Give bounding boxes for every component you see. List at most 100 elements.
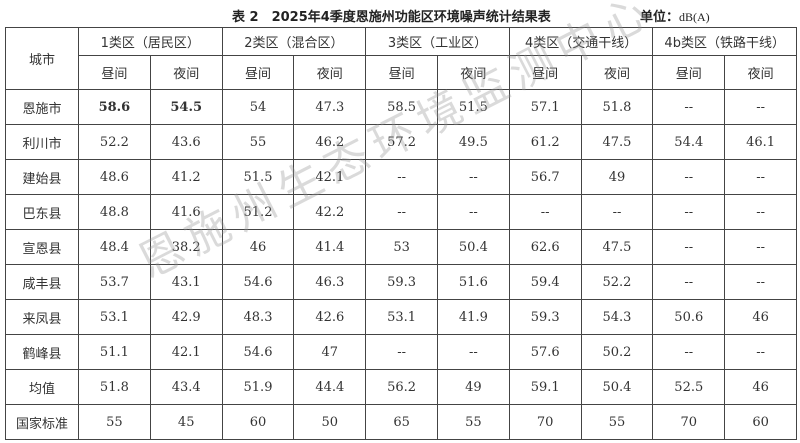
value-cell: 54 — [221, 89, 295, 125]
value-cell: 46 — [724, 299, 797, 335]
header-group-1: 1类区（居民区） — [78, 27, 223, 56]
value-cell: 56.7 — [508, 159, 582, 195]
value-cell: 52.5 — [652, 369, 726, 405]
value-cell: -- — [724, 194, 797, 230]
value-cell: 46.1 — [724, 124, 797, 160]
value-cell: 46.2 — [293, 124, 367, 160]
header-day: 昼间 — [365, 55, 438, 90]
value-cell: 55 — [78, 404, 151, 440]
value-cell: -- — [724, 159, 797, 195]
value-cell: 41.9 — [436, 299, 510, 335]
value-cell: 53.1 — [365, 299, 438, 335]
value-cell: 51.8 — [78, 369, 151, 405]
value-cell: -- — [580, 194, 654, 230]
header-group-4b: 4b类区（铁路干线） — [652, 27, 797, 56]
value-cell: -- — [652, 194, 726, 230]
value-cell: 58.5 — [365, 89, 438, 125]
value-cell: -- — [436, 334, 510, 370]
value-cell: 57.2 — [365, 124, 438, 160]
value-cell: 53.1 — [78, 299, 151, 335]
value-cell: 41.2 — [149, 159, 223, 195]
value-cell: 51.1 — [78, 334, 151, 370]
value-cell: 50.4 — [580, 369, 654, 405]
header-row-periods: 昼间 夜间 昼间 夜间 昼间 夜间 昼间 夜间 昼间 夜间 — [6, 55, 797, 90]
value-cell: 43.4 — [149, 369, 223, 405]
value-cell: -- — [652, 159, 726, 195]
unit-label: 单位： — [640, 10, 680, 25]
header-night: 夜间 — [149, 55, 223, 90]
header-group-3: 3类区（工业区） — [365, 27, 510, 56]
value-cell: 55 — [580, 404, 654, 440]
table-row: 利川市 52.2 43.6 55 46.2 57.2 49.5 61.2 47.5 54.4 46.… — [5, 124, 797, 160]
value-cell: 49 — [436, 369, 510, 405]
unit-value: dB(A) — [679, 10, 710, 24]
value-cell: 56.2 — [365, 369, 438, 405]
city-cell: 来凤县 — [5, 299, 79, 335]
value-cell: 60 — [221, 404, 295, 440]
value-cell: 51.6 — [436, 264, 510, 300]
value-cell: 42.1 — [293, 159, 367, 195]
value-cell: 50.2 — [580, 334, 654, 370]
header-city: 城市 — [5, 27, 79, 90]
value-cell: -- — [436, 194, 510, 230]
value-cell: -- — [652, 89, 726, 125]
city-cell: 恩施市 — [5, 89, 79, 125]
value-cell: 60 — [724, 404, 797, 440]
header-day: 昼间 — [652, 55, 726, 90]
value-cell: -- — [652, 334, 726, 370]
table-row: 鹤峰县 51.1 42.1 54.6 47 -- -- 57.6 50.2 -- -- — [5, 334, 797, 370]
header-night: 夜间 — [580, 55, 654, 90]
value-cell: 42.9 — [149, 299, 223, 335]
value-cell: 62.6 — [508, 229, 582, 265]
city-cell: 利川市 — [5, 124, 79, 160]
value-cell: 54.5 — [149, 89, 223, 125]
value-cell: -- — [724, 229, 797, 265]
value-cell: -- — [724, 264, 797, 300]
value-cell: 58.6 — [78, 89, 151, 125]
header-day: 昼间 — [78, 55, 151, 90]
value-cell: -- — [365, 334, 438, 370]
value-cell: 59.1 — [508, 369, 582, 405]
value-cell: 48.8 — [78, 194, 151, 230]
table-row: 建始县 48.6 41.2 51.5 42.1 -- -- 56.7 49 -- -- — [5, 159, 797, 195]
city-cell: 宣恩县 — [5, 229, 79, 265]
value-cell: -- — [652, 229, 726, 265]
value-cell: 38.2 — [149, 229, 223, 265]
value-cell: -- — [365, 194, 438, 230]
value-cell: 65 — [365, 404, 438, 440]
table-row: 来凤县 53.1 42.9 48.3 42.6 53.1 41.9 59.3 54.3 50.6 4… — [5, 299, 797, 335]
table-row: 宣恩县 48.4 38.2 46 41.4 53 50.4 62.6 47.5 -- -- — [5, 229, 797, 265]
value-cell: -- — [365, 159, 438, 195]
value-cell: -- — [652, 264, 726, 300]
value-cell: 48.3 — [221, 299, 295, 335]
value-cell: 59.3 — [365, 264, 438, 300]
value-cell: 57.6 — [508, 334, 582, 370]
value-cell: 70 — [508, 404, 582, 440]
table-row: 巴东县 48.8 41.6 51.2 42.2 -- -- -- -- -- -- — [5, 194, 797, 230]
city-cell: 国家标准 — [5, 404, 79, 440]
value-cell: 46 — [724, 369, 797, 405]
value-cell: 44.4 — [293, 369, 367, 405]
value-cell: 50 — [293, 404, 367, 440]
value-cell: 49 — [580, 159, 654, 195]
value-cell: 57.1 — [508, 89, 582, 125]
value-cell: 59.3 — [508, 299, 582, 335]
city-cell: 巴东县 — [5, 194, 79, 230]
value-cell: 43.6 — [149, 124, 223, 160]
header-day: 昼间 — [221, 55, 295, 90]
value-cell: 47.5 — [580, 124, 654, 160]
value-cell: 51.5 — [436, 89, 510, 125]
value-cell: 43.1 — [149, 264, 223, 300]
header-day: 昼间 — [508, 55, 582, 90]
value-cell: 54.6 — [221, 264, 295, 300]
value-cell: 61.2 — [508, 124, 582, 160]
value-cell: 47.5 — [580, 229, 654, 265]
value-cell: 51.8 — [580, 89, 654, 125]
value-cell: 55 — [221, 124, 295, 160]
header-group-2: 2类区（混合区） — [221, 27, 367, 56]
value-cell: 41.4 — [293, 229, 367, 265]
value-cell: 42.2 — [293, 194, 367, 230]
value-cell: 50.6 — [652, 299, 726, 335]
value-cell: 52.2 — [78, 124, 151, 160]
table-row: 咸丰县 53.7 43.1 54.6 46.3 59.3 51.6 59.4 52.2 -- -- — [5, 264, 797, 300]
